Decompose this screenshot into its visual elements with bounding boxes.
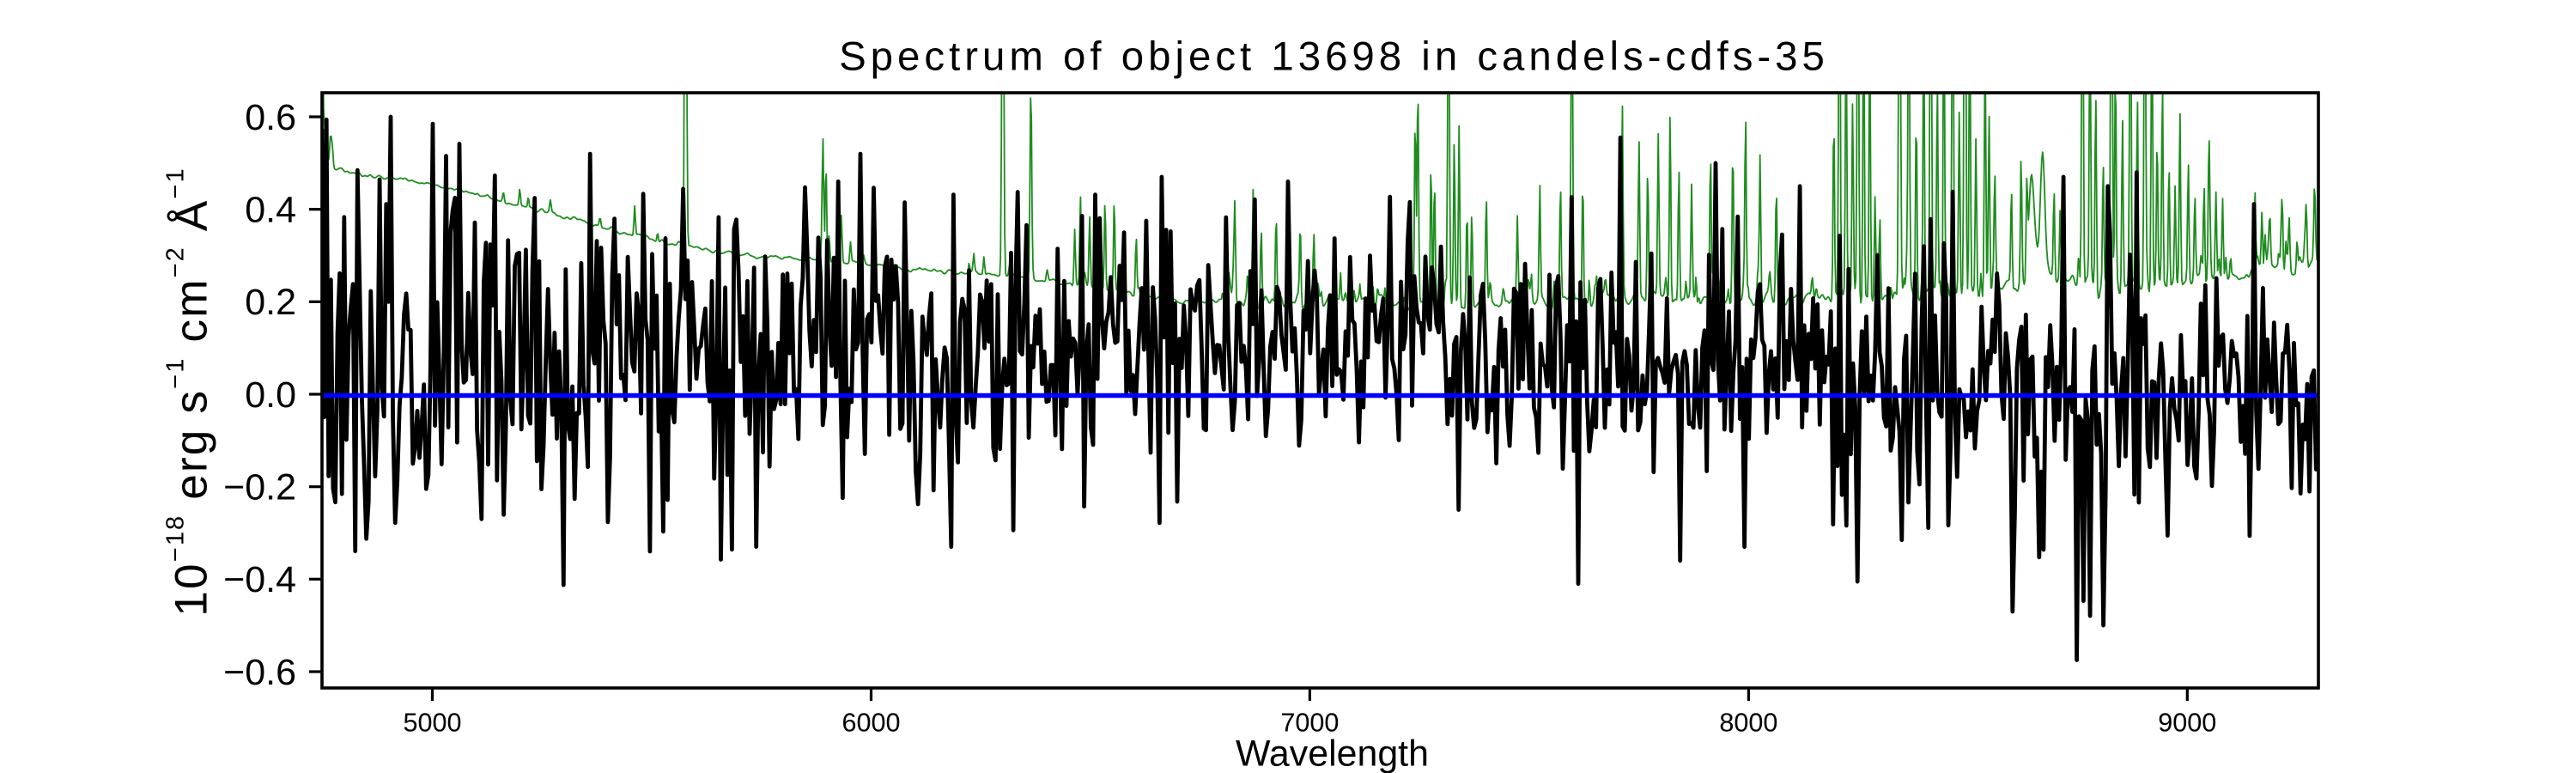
svg-text:8000: 8000 (1719, 709, 1777, 738)
svg-text:9000: 9000 (2158, 709, 2216, 738)
svg-text:0.6: 0.6 (245, 97, 296, 138)
svg-text:Spectrum of object 13698 in ca: Spectrum of object 13698 in candels-cdfs… (839, 34, 1829, 80)
svg-text:0.2: 0.2 (245, 282, 296, 323)
svg-text:Wavelength: Wavelength (1236, 733, 1429, 773)
svg-text:0.0: 0.0 (245, 374, 296, 416)
svg-text:7000: 7000 (1280, 709, 1339, 738)
svg-text:−0.4: −0.4 (223, 559, 296, 600)
svg-text:0.4: 0.4 (245, 190, 296, 231)
svg-text:5000: 5000 (403, 709, 461, 738)
svg-text:−0.2: −0.2 (223, 467, 296, 508)
svg-text:−0.6: −0.6 (223, 652, 296, 693)
svg-text:6000: 6000 (841, 709, 900, 738)
